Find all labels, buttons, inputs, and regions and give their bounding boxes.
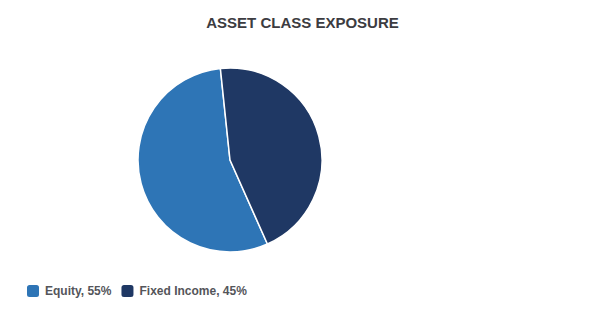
svg-text:Fixed Income, 45%: Fixed Income, 45% (139, 284, 247, 298)
svg-text:ASSET CLASS EXPOSURE: ASSET CLASS EXPOSURE (206, 14, 399, 31)
svg-text:Equity, 55%: Equity, 55% (45, 284, 112, 298)
